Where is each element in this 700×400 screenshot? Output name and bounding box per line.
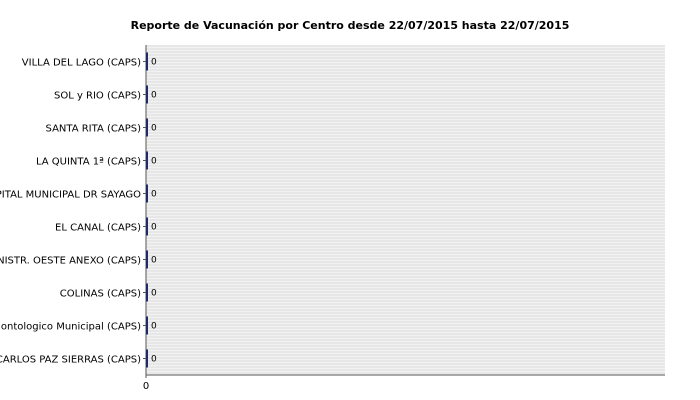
bar <box>146 283 148 302</box>
category-label: SOL y RIO (CAPS) <box>54 91 141 102</box>
category-label: SANTA RITA (CAPS) <box>46 124 142 135</box>
data-label: 0 <box>151 355 157 365</box>
bars: 0 0 0 0 0 0 0 0 0 0 <box>146 52 157 368</box>
bar <box>146 85 148 104</box>
category-labels: VILLA DEL LAGO (CAPS) SOL y RIO (CAPS) SAN… <box>0 58 141 366</box>
category-label: EL CANAL (CAPS) <box>55 223 141 234</box>
bar <box>146 250 148 269</box>
bar <box>146 316 148 335</box>
data-label: 0 <box>151 256 157 266</box>
category-label: CARLOS PAZ SIERRAS (CAPS) <box>0 355 141 366</box>
chart-title: Reporte de Vacunación por Centro desde 2… <box>131 19 570 32</box>
category-label: VILLA DEL LAGO (CAPS) <box>22 58 141 69</box>
gridlines <box>146 45 665 374</box>
bar <box>146 52 148 71</box>
data-label: 0 <box>151 91 157 101</box>
category-label: Centro Odontologico Municipal (CAPS) <box>0 322 141 333</box>
data-label: 0 <box>151 322 157 332</box>
bar <box>146 184 148 203</box>
category-label: HOSPITAL MUNICIPAL DR SAYAGO <box>0 190 141 201</box>
data-label: 0 <box>151 289 157 299</box>
data-label: 0 <box>151 124 157 134</box>
data-label: 0 <box>151 157 157 167</box>
data-label: 0 <box>151 223 157 233</box>
x-axis-ticks: 0 <box>143 375 149 392</box>
category-label: LA QUINTA 1ª (CAPS) <box>36 157 141 168</box>
category-label: COLINAS (CAPS) <box>60 289 141 300</box>
bar <box>146 118 148 137</box>
x-tick-label: 0 <box>143 381 149 392</box>
data-label: 0 <box>151 58 157 68</box>
bar <box>146 349 148 368</box>
data-label: 0 <box>151 190 157 200</box>
bar <box>146 217 148 236</box>
bar <box>146 151 148 170</box>
category-label: ADMINISTR. OESTE ANEXO (CAPS) <box>0 256 141 267</box>
